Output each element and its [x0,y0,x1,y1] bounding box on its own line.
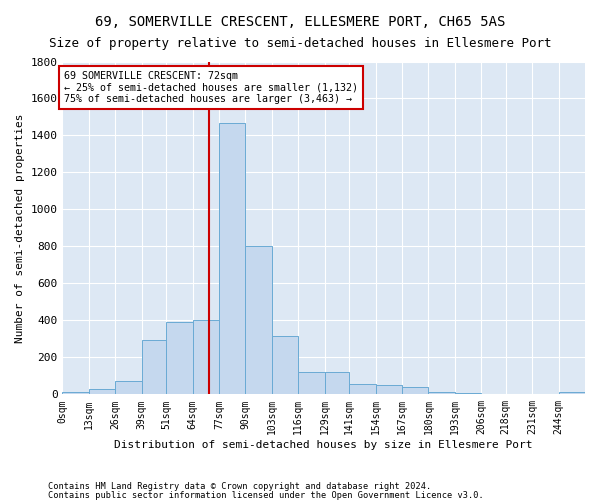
Bar [245,246,272,394]
X-axis label: Distribution of semi-detached houses by size in Ellesmere Port: Distribution of semi-detached houses by … [115,440,533,450]
Bar [62,392,89,394]
Text: Contains HM Land Registry data © Crown copyright and database right 2024.: Contains HM Land Registry data © Crown c… [48,482,431,491]
Bar [219,122,245,394]
Bar [402,387,428,394]
Bar [115,382,142,394]
Y-axis label: Number of semi-detached properties: Number of semi-detached properties [15,113,25,342]
Bar [349,384,376,394]
Bar [298,372,325,394]
Bar [376,385,402,394]
Bar [428,392,455,394]
Text: 69, SOMERVILLE CRESCENT, ELLESMERE PORT, CH65 5AS: 69, SOMERVILLE CRESCENT, ELLESMERE PORT,… [95,15,505,29]
Text: Contains public sector information licensed under the Open Government Licence v3: Contains public sector information licen… [48,491,484,500]
Text: 69 SOMERVILLE CRESCENT: 72sqm
← 25% of semi-detached houses are smaller (1,132)
: 69 SOMERVILLE CRESCENT: 72sqm ← 25% of s… [64,70,358,104]
Bar [325,372,349,394]
Bar [559,392,585,394]
Bar [193,320,219,394]
Bar [166,322,193,394]
Text: Size of property relative to semi-detached houses in Ellesmere Port: Size of property relative to semi-detach… [49,38,551,51]
Bar [272,336,298,394]
Bar [89,389,115,394]
Bar [142,340,166,394]
